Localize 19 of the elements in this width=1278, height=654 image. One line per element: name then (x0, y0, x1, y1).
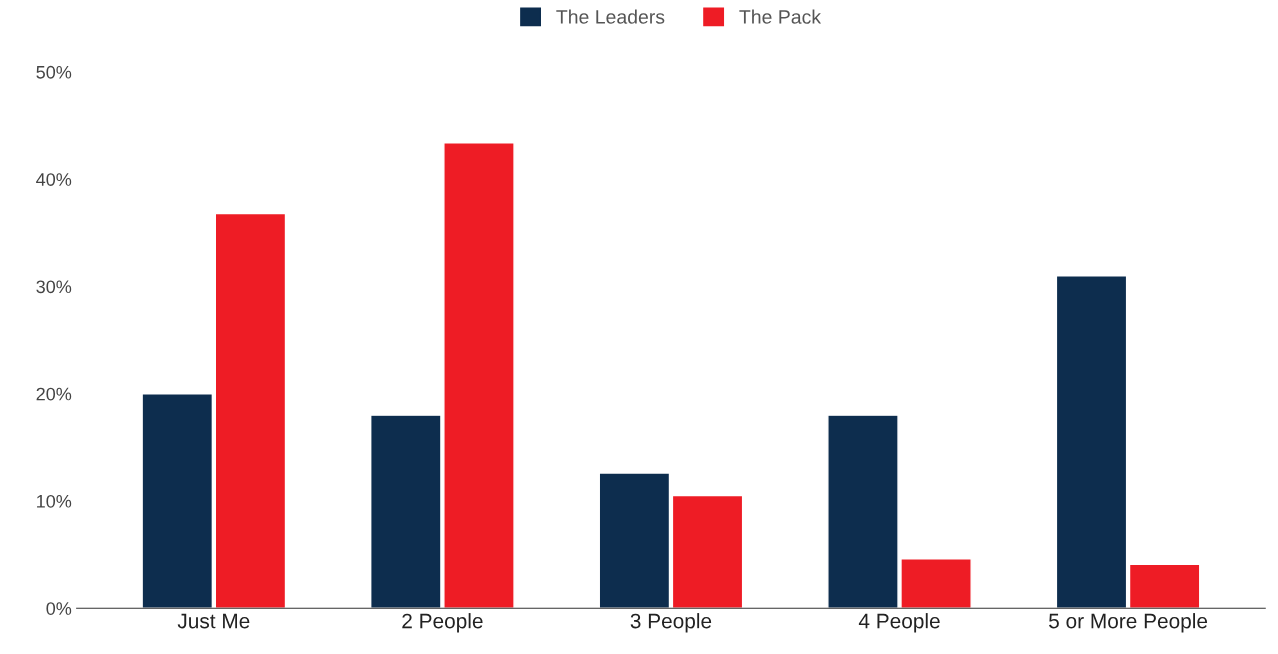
y-tick-label: 20% (36, 387, 72, 401)
y-tick-label: 40% (36, 173, 72, 186)
x-tick-label: 2 People (402, 613, 483, 633)
bar (671, 494, 744, 609)
y-tick-label: 50% (36, 65, 72, 79)
y-tick-label: 30% (36, 280, 72, 294)
y-tick-label: 10% (37, 494, 72, 508)
legend-label: The Leaders (556, 9, 665, 24)
y-tick-label: 0% (46, 602, 72, 615)
x-tick-label: 5 or More People (1049, 613, 1208, 633)
bar (1128, 563, 1201, 609)
x-tick-label: 4 People (858, 613, 940, 633)
bar (1055, 275, 1128, 609)
x-tick-label: Just Me (177, 613, 250, 629)
bar (214, 212, 287, 609)
legend-label: The Pack (739, 9, 822, 24)
x-tick-label: 3 People (630, 613, 712, 633)
bar (141, 393, 214, 609)
bar (598, 472, 671, 609)
